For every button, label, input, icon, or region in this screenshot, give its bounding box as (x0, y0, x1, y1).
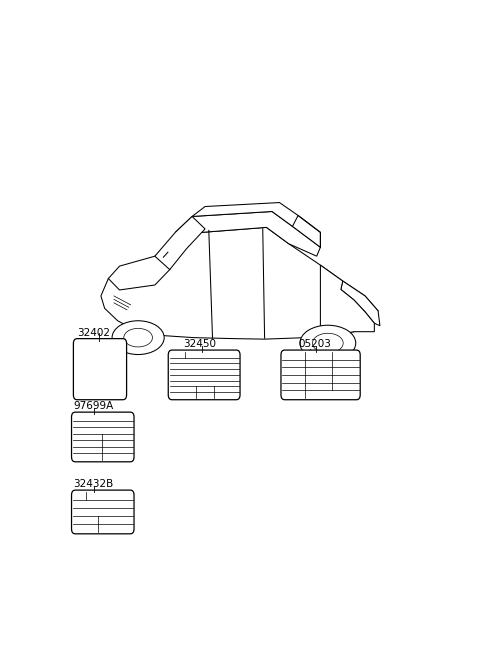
FancyBboxPatch shape (168, 350, 240, 400)
Polygon shape (297, 350, 316, 379)
Polygon shape (341, 281, 380, 326)
Text: 32432B: 32432B (73, 479, 113, 489)
FancyBboxPatch shape (72, 412, 134, 462)
Polygon shape (175, 212, 321, 256)
Polygon shape (101, 228, 378, 339)
Ellipse shape (112, 321, 164, 355)
FancyBboxPatch shape (73, 339, 127, 400)
Polygon shape (196, 352, 203, 378)
Polygon shape (155, 217, 205, 270)
Polygon shape (91, 338, 107, 369)
Text: 05203: 05203 (298, 339, 331, 349)
Text: 97699A: 97699A (73, 401, 113, 411)
Ellipse shape (300, 325, 356, 361)
Text: 32402: 32402 (77, 328, 110, 337)
Polygon shape (192, 203, 321, 247)
FancyBboxPatch shape (72, 490, 134, 534)
Text: 32450: 32450 (183, 339, 216, 349)
Polygon shape (321, 265, 374, 337)
FancyBboxPatch shape (281, 350, 360, 400)
